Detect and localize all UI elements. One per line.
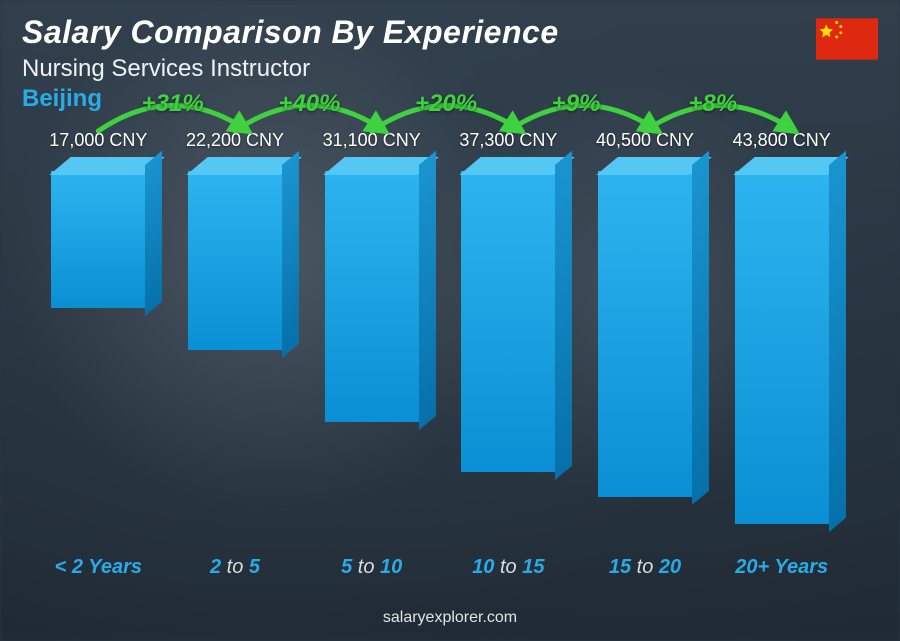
attribution: salaryexplorer.com [0,609,900,627]
bar-slot: 43,800 CNY [713,130,850,543]
bar [325,171,419,422]
bar-value-label: 22,200 CNY [186,130,284,151]
x-axis-label: 5 to 10 [303,556,440,579]
bar-value-label: 17,000 CNY [49,130,147,151]
bar-slot: 22,200 CNY [167,130,304,543]
bar-value-label: 40,500 CNY [596,130,694,151]
x-axis-label: < 2 Years [30,556,167,579]
increase-pct-label: +8% [688,90,737,118]
increase-pct-label: +9% [552,90,601,118]
bar [598,171,692,497]
increase-pct-label: +31% [142,90,204,118]
bar-value-label: 31,100 CNY [323,130,421,151]
chart-subtitle: Nursing Services Instructor [22,55,878,83]
bar-value-label: 43,800 CNY [733,130,831,151]
bar [735,171,829,524]
x-axis-label: 15 to 20 [577,556,714,579]
x-axis-label: 20+ Years [713,556,850,579]
x-axis-label: 2 to 5 [167,556,304,579]
bar [51,171,145,308]
bar-slot: 31,100 CNY [303,130,440,543]
x-axis-label: 10 to 15 [440,556,577,579]
bar-slot: 40,500 CNY [577,130,714,543]
bar-chart: 17,000 CNY 22,200 CNY 31,100 CNY 37,300 CNY… [30,130,850,579]
bar-slot: 37,300 CNY [440,130,577,543]
increase-pct-label: +20% [415,90,477,118]
bars-container: 17,000 CNY 22,200 CNY 31,100 CNY 37,300 CNY… [30,130,850,543]
bar [461,171,555,472]
chart-title: Salary Comparison By Experience [22,14,878,51]
china-flag-icon [816,18,878,60]
increase-pct-label: +40% [278,90,340,118]
bar-slot: 17,000 CNY [30,130,167,543]
bar-value-label: 37,300 CNY [459,130,557,151]
bar [188,171,282,350]
x-axis-labels: < 2 Years2 to 55 to 1010 to 1515 to 2020… [30,556,850,579]
